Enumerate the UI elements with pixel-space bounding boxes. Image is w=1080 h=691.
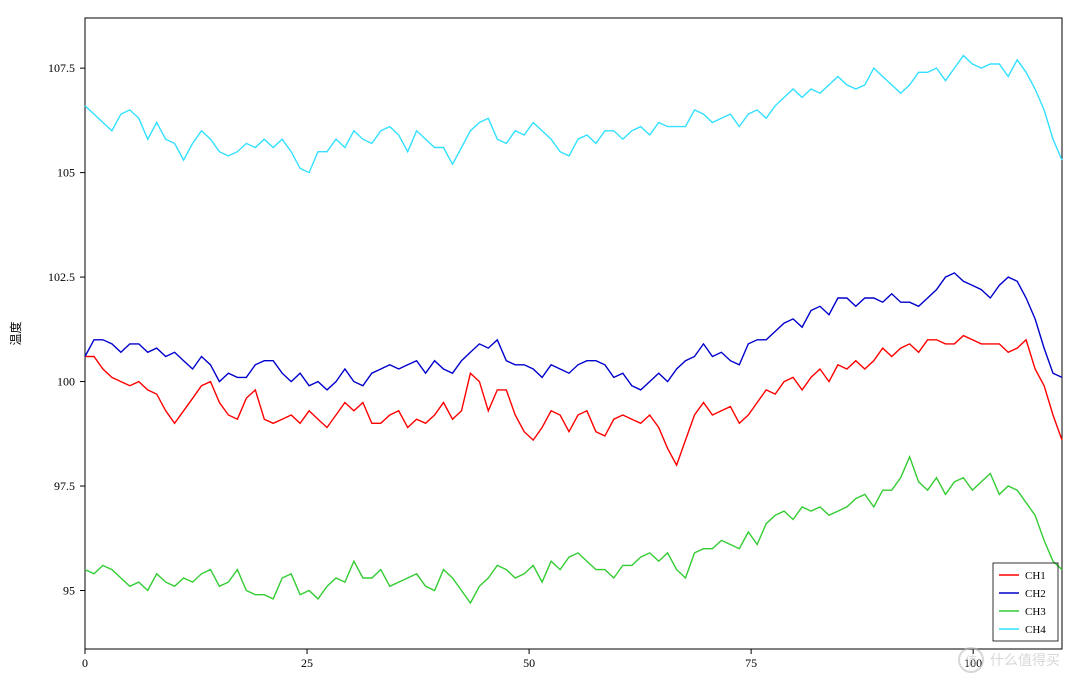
y-tick-label: 107.5 (48, 61, 75, 75)
watermark: 值 什么值得买 (958, 647, 1060, 673)
legend-label-CH4: CH4 (1025, 624, 1046, 636)
y-tick-label: 95 (63, 583, 75, 597)
watermark-badge: 值 (958, 647, 984, 673)
series-CH3 (85, 457, 1062, 603)
y-tick-label: 97.5 (54, 479, 75, 493)
x-tick-label: 50 (523, 656, 535, 670)
line-chart: 02550751009597.5100102.5105107.5温度CH1CH2… (0, 0, 1080, 691)
y-axis-label: 温度 (8, 321, 23, 345)
legend-label-CH1: CH1 (1025, 570, 1046, 582)
y-tick-label: 102.5 (48, 270, 75, 284)
series-CH4 (85, 56, 1062, 173)
chart-container: 02550751009597.5100102.5105107.5温度CH1CH2… (0, 0, 1080, 691)
legend-label-CH2: CH2 (1025, 588, 1046, 600)
series-CH2 (85, 273, 1062, 390)
x-tick-label: 25 (301, 656, 313, 670)
legend-label-CH3: CH3 (1025, 606, 1046, 618)
y-tick-label: 105 (57, 166, 75, 180)
y-tick-label: 100 (57, 375, 75, 389)
watermark-text: 什么值得买 (990, 650, 1060, 670)
x-tick-label: 75 (745, 656, 757, 670)
series-CH1 (85, 336, 1062, 466)
x-tick-label: 0 (82, 656, 88, 670)
